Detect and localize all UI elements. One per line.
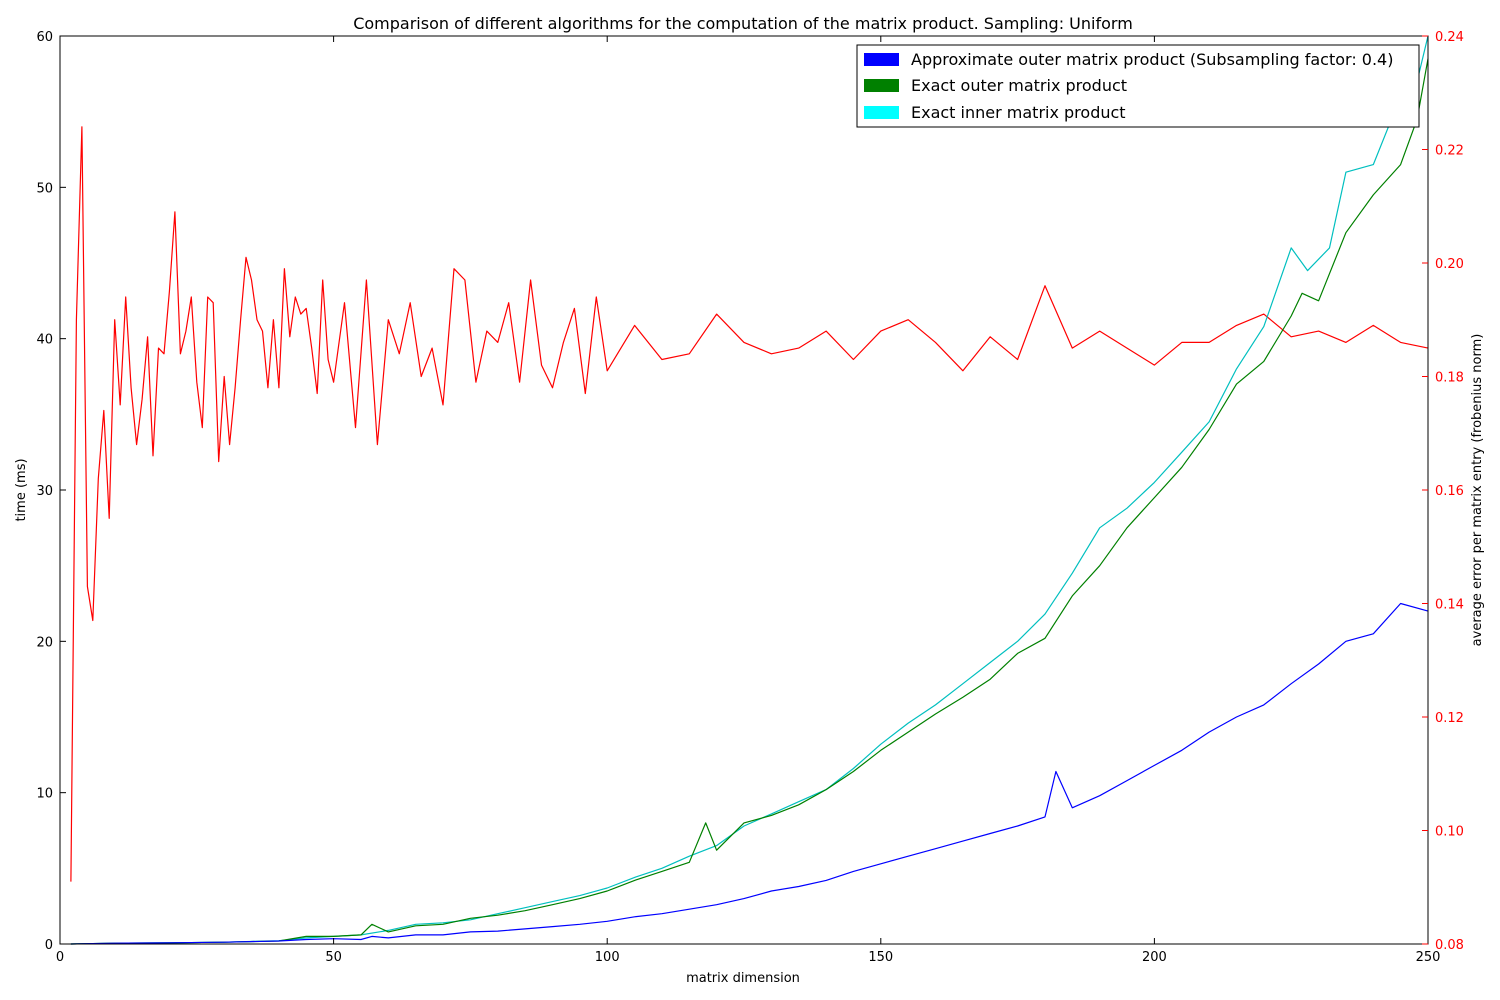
- plot-area: [60, 36, 1428, 944]
- legend-swatch-exact-outer: [864, 79, 899, 92]
- y-tick-label: 30: [36, 484, 53, 499]
- x-tick-label: 250: [1416, 950, 1441, 965]
- y-axis-left: 0 10 20 30 40 50 60: [36, 30, 66, 953]
- y-tick-label: 60: [36, 30, 53, 45]
- series-lines: [70, 35, 1429, 945]
- legend: Approximate outer matrix product (Subsam…: [856, 44, 1420, 128]
- series-line-error: [70, 126, 1429, 882]
- y2-tick-label: 0.20: [1435, 257, 1464, 272]
- legend-swatch-approx: [864, 53, 899, 66]
- x-axis-label: matrix dimension: [686, 971, 800, 986]
- series-line-approx-outer: [70, 602, 1429, 945]
- y2-tick-label: 0.16: [1435, 484, 1464, 499]
- legend-box: [856, 44, 1420, 128]
- legend-swatch-exact-inner: [864, 106, 899, 119]
- y-tick-label: 10: [36, 787, 53, 802]
- chart-title: Comparison of different algorithms for t…: [353, 14, 1133, 33]
- x-tick-label: 50: [325, 950, 342, 965]
- y2-tick-label: 0.14: [1435, 598, 1464, 613]
- y-tick-label: 50: [36, 181, 53, 196]
- y-axis-label: time (ms): [14, 458, 29, 521]
- y2-tick-label: 0.18: [1435, 371, 1464, 386]
- series-line-exact-outer: [70, 58, 1429, 945]
- y2-axis-label: average error per matrix entry (frobeniu…: [1470, 334, 1485, 647]
- x-tick-label: 150: [868, 950, 893, 965]
- x-tick-label: 200: [1142, 950, 1167, 965]
- y2-tick-label: 0.08: [1435, 938, 1464, 953]
- legend-label-exact-outer: Exact outer matrix product: [911, 76, 1127, 95]
- y-tick-label: 0: [45, 938, 53, 953]
- y2-tick-label: 0.10: [1435, 825, 1464, 840]
- legend-label-approx: Approximate outer matrix product (Subsam…: [911, 50, 1393, 69]
- y-tick-label: 20: [36, 635, 53, 650]
- y-tick-label: 40: [36, 333, 53, 348]
- legend-label-exact-inner: Exact inner matrix product: [911, 103, 1126, 122]
- x-tick-label: 0: [56, 950, 64, 965]
- y-axis-right: 0.08 0.10 0.12 0.14 0.16 0.18 0.20 0.22 0.24: [1422, 30, 1464, 953]
- y2-tick-label: 0.24: [1435, 30, 1464, 45]
- x-axis: 0 50 100 150 200 250: [56, 36, 1441, 965]
- y2-tick-label: 0.12: [1435, 711, 1464, 726]
- x-tick-label: 100: [595, 950, 620, 965]
- y2-tick-label: 0.22: [1435, 144, 1464, 159]
